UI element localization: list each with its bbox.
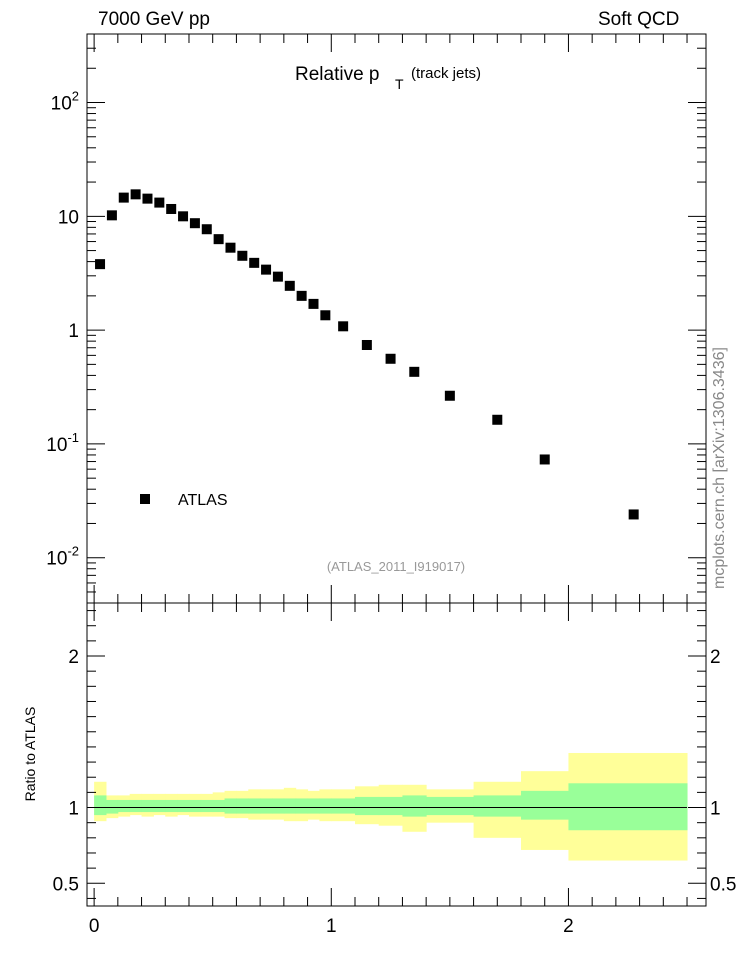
atlas-data-point [338,321,349,332]
ratio-bands [94,752,688,861]
atlas-data-point [213,234,224,245]
main-y-tick-label: 10 [58,207,79,228]
ratio-y-tick-label-right: 1 [710,799,721,820]
atlas-data-point [189,218,200,229]
atlas-data-point [296,290,307,301]
main-y-tick-label: 1 [68,321,79,342]
atlas-data-point [178,211,189,222]
ratio-inner-band [236,798,249,814]
atlas-data-point [130,189,141,200]
ratio-inner-band [177,799,190,813]
ratio-frame [86,602,707,907]
atlas-data-point [225,242,236,253]
ratio-y-tick-label: 1 [68,799,79,820]
atlas-data-point [492,414,503,425]
atlas-data-point [154,197,165,208]
ratio-inner-band [117,799,131,813]
atlas-data-point [118,192,129,203]
main-y-tick-label: 102 [51,89,79,115]
atlas-data-point [539,454,550,465]
ratio-inner-band [473,795,522,817]
ratio-x-axis: 0 1 2 [89,603,688,937]
ratio-y-tick-label: 2 [68,647,79,668]
atlas-data-point [284,280,295,291]
atlas-data-point [142,193,153,204]
ratio-inner-band [165,799,178,813]
legend-label: ATLAS [178,492,228,509]
ratio-inner-band [331,798,356,814]
main-title: Relative p [295,64,380,85]
atlas-data-point [385,353,396,364]
ratio-inner-band [271,798,285,814]
atlas-data-point [95,259,106,270]
ratio-inner-band [188,799,202,813]
ratio-inner-band [378,796,403,816]
ratio-inner-band [521,790,569,820]
atlas-data-point [166,203,177,214]
ratio-inner-band [141,799,154,813]
atlas-data-point [201,224,212,235]
main-y-axis: 102 10 1 10-1 10-2 [46,33,706,604]
ratio-inner-band [319,798,332,814]
ratio-x-tick-label: 2 [563,916,574,937]
atlas-markers [95,189,639,520]
legend-marker [140,494,150,504]
ratio-inner-band [402,795,427,817]
ratio-y-tick-label: 0.5 [53,874,79,895]
ratio-inner-band [283,798,297,814]
ratio-inner-band [94,795,107,816]
ratio-inner-band [105,799,119,814]
ratio-panel: 0.5 0.5 1 1 2 2 0 1 2 Ratio to ATLAS [22,602,736,937]
ratio-inner-band [200,799,214,813]
main-title-subscript: T [395,76,404,92]
ratio-inner-band [295,798,309,814]
ratio-x-tick-label: 1 [326,916,337,937]
ratio-x-tick-label: 0 [89,916,100,937]
atlas-data-point [628,509,639,520]
atlas-data-point [320,310,331,321]
main-panel: Relative p T (track jets) 102 10 1 10-1 10-2… [46,33,707,604]
atlas-data-point [272,271,283,282]
atlas-data-point [106,210,117,221]
main-title-suffix: (track jets) [411,65,481,82]
energy-label: 7000 GeV pp [98,9,210,30]
ratio-inner-band [568,783,688,831]
atlas-data-point [444,390,455,401]
ratio-inner-band [153,799,166,813]
ratio-y-axis: 0.5 0.5 1 1 2 2 [53,610,736,899]
main-y-tick-label: 10-1 [46,430,79,456]
ratio-inner-band [248,798,261,814]
ratio-y-tick-label-right: 2 [710,647,721,668]
atlas-data-point [308,298,319,309]
main-y-tick-label: 10-2 [46,544,79,570]
ratio-inner-band [129,799,143,813]
ratio-inner-band [354,796,380,816]
ratio-inner-band [260,798,273,814]
ratio-inner-band [212,799,226,813]
atlas-data-point [249,257,260,268]
ratio-inner-band [426,796,475,816]
atlas-data-point [237,250,248,261]
ratio-inner-band [224,798,237,814]
ratio-inner-band [307,798,320,814]
atlas-data-point [361,339,372,350]
ratio-y-label: Ratio to ATLAS [22,707,38,802]
atlas-data-point [261,264,272,275]
category-label: Soft QCD [598,9,680,30]
main-frame [86,33,707,604]
reference-label: (ATLAS_2011_I919017) [327,559,465,574]
atlas-data-point [409,366,420,377]
ratio-y-tick-label-right: 0.5 [710,874,736,895]
